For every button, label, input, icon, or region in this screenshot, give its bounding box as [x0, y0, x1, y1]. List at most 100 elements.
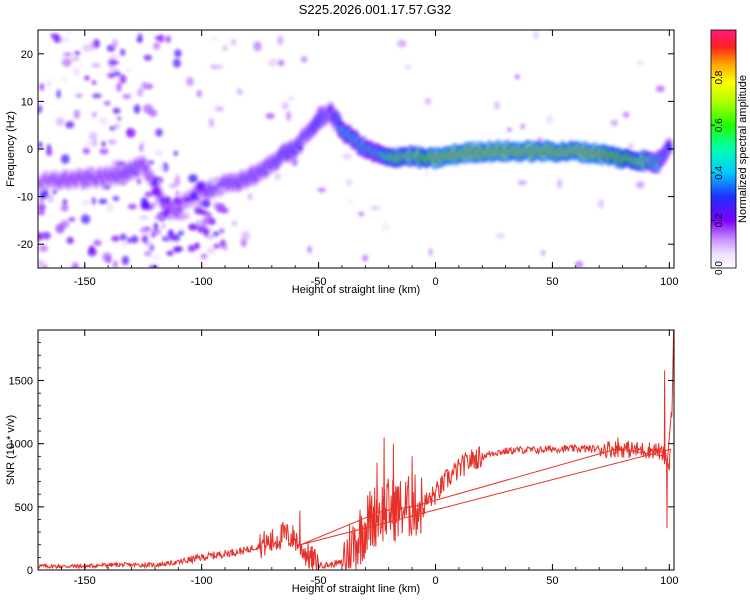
spectrogram-noise-cell: [344, 178, 354, 187]
spectrogram-noise-cell: [204, 234, 215, 239]
spectrogram-noise-cell: [38, 245, 49, 252]
spectrogram-noise-cell: [137, 88, 144, 97]
colorbar-ticks: 0.0 0.2 0.4 0.6 0.8: [711, 70, 725, 275]
spectrogram-x-ticks: -150 -100 -50 0 50 100: [37, 30, 679, 288]
spectrogram-noise-cell: [210, 36, 218, 41]
colorbar-tick-label: 0.8: [714, 70, 725, 84]
spectrogram-noise-cell: [43, 263, 48, 268]
spectrogram-noise-cell: [287, 95, 295, 102]
spectrogram-noise-cell: [144, 191, 154, 198]
snr-x-tick-label: 50: [546, 575, 558, 587]
spectrogram-noise-cell: [98, 198, 108, 205]
spectrogram-noise-cell: [172, 58, 181, 68]
spectrogram-noise-cell: [173, 150, 178, 157]
spectrogram-noise-cell: [50, 33, 60, 39]
spectrogram-noise-cell: [99, 148, 109, 155]
spectrogram-noise-cell: [185, 212, 190, 220]
spectrogram-noise-cell: [187, 76, 193, 87]
spectrogram-noise-cell: [627, 143, 634, 149]
spectrogram-noise-cell: [71, 56, 80, 61]
spectrogram-noise-cell: [231, 220, 238, 227]
spectrogram-noise-cell: [113, 123, 121, 129]
spectrogram-noise-cell: [157, 164, 165, 172]
spectrogram-noise-cell: [38, 105, 43, 112]
spectrogram-noise-cell: [546, 114, 553, 125]
spectrogram-noise-cell: [65, 121, 75, 129]
spectrogram-noise-cell: [46, 149, 53, 156]
spectrogram-noise-cell: [39, 83, 45, 91]
spectrogram-noise-cell: [139, 143, 144, 152]
spectrogram-noise-cell: [141, 235, 149, 244]
spectrogram-noise-cell: [66, 236, 74, 245]
spectrogram-noise-cell: [237, 88, 243, 96]
spectrogram-noise-cell: [158, 34, 165, 43]
spectrogram-noise-cell: [71, 262, 79, 268]
spectrogram-x-tick-label: 0: [432, 276, 438, 288]
spectrogram-noise-cell: [317, 187, 327, 193]
spectrogram-noise-cell: [130, 235, 139, 244]
spectrogram-noise-cell: [119, 233, 127, 242]
spectrogram-noise-cell: [121, 239, 127, 249]
snr-y-label: SNR (10 * v/v): [5, 415, 17, 485]
snr-x-tick-label: -100: [191, 575, 213, 587]
spectrogram-noise-cell: [277, 35, 284, 46]
spectrogram-noise-cell: [55, 223, 65, 234]
spectrogram-noise-cell: [38, 231, 43, 242]
spectrogram-noise-cell: [112, 107, 121, 114]
spectrogram-noise-cell: [127, 203, 137, 210]
spectrogram-noise-cell: [41, 231, 51, 240]
spectrogram-noise-cell: [60, 37, 70, 43]
spectrogram-noise-cell: [148, 109, 158, 117]
snr-y-tick-label: 1500: [9, 376, 33, 388]
spectrogram-noise-cell: [183, 197, 192, 203]
spectrogram-noise-cell: [201, 199, 211, 208]
spectrogram-noise-cell: [636, 60, 644, 66]
spectrogram-heatmap: [38, 30, 674, 268]
spectrogram-noise-cell: [80, 214, 91, 224]
figure-title: S225.2026.001.17.57.G32: [298, 2, 452, 17]
spectrogram-noise-cell: [62, 199, 68, 205]
spectrogram-noise-cell: [514, 74, 520, 80]
snr-y-tick-label: 0: [27, 565, 33, 577]
spectrogram-noise-cell: [200, 253, 208, 260]
spectrogram-noise-cell: [38, 259, 44, 268]
spectrogram-noise-cell: [165, 196, 172, 205]
spectrogram-noise-cell: [159, 214, 165, 219]
spectrogram-noise-cell: [291, 158, 298, 167]
spectrogram-noise-cell: [195, 181, 206, 192]
spectrogram-y-tick-label: 20: [21, 49, 33, 61]
spectrogram-noise-cell: [219, 207, 229, 214]
spectrogram-noise-cell: [153, 222, 159, 231]
snr-panel: -150 -100 -50 0 50 100 0 500 1000 1500 Height of…: [5, 329, 679, 595]
spectrogram-noise-cell: [188, 223, 198, 231]
spectrogram-noise-cell: [60, 154, 70, 164]
spectrogram-noise-cell: [187, 244, 196, 253]
spectrogram-noise-cell: [154, 215, 160, 220]
spectrogram-noise-cell: [181, 202, 190, 208]
spectrogram-noise-cell: [73, 109, 81, 120]
spectrogram-noise-cell: [38, 210, 46, 216]
spectrogram-noise-cell: [342, 153, 352, 160]
spectrogram-noise-cell: [219, 228, 225, 234]
colorbar-tick-label: 0.0: [714, 261, 725, 275]
spectrogram-noise-cell: [265, 112, 275, 120]
spectrogram-noise-cell: [188, 174, 198, 183]
snr-x-tick-label: 0: [432, 575, 438, 587]
figure-title-area: S225.2026.001.17.57.G32: [0, 0, 750, 20]
spectrogram-noise-cell: [494, 101, 500, 110]
spectrogram-noise-cell: [635, 181, 645, 189]
spectrogram-noise-cell: [133, 104, 141, 114]
spectrogram-noise-cell: [174, 49, 182, 58]
spectrogram-noise-cell: [68, 217, 76, 222]
spectrogram-noise-cell: [175, 190, 180, 197]
spectrogram-noise-cell: [143, 54, 153, 61]
spectrogram-noise-cell: [142, 226, 152, 231]
spectrogram-noise-cell: [381, 222, 390, 232]
spectrogram-noise-cell: [189, 191, 198, 201]
spectrogram-noise-cell: [517, 180, 527, 185]
spectrogram-noise-cell: [307, 246, 312, 254]
spectrogram-noise-cell: [119, 74, 127, 84]
spectrogram-noise-cell: [208, 117, 215, 128]
colorbar-label: Normalized spectral amplitude: [737, 75, 749, 223]
